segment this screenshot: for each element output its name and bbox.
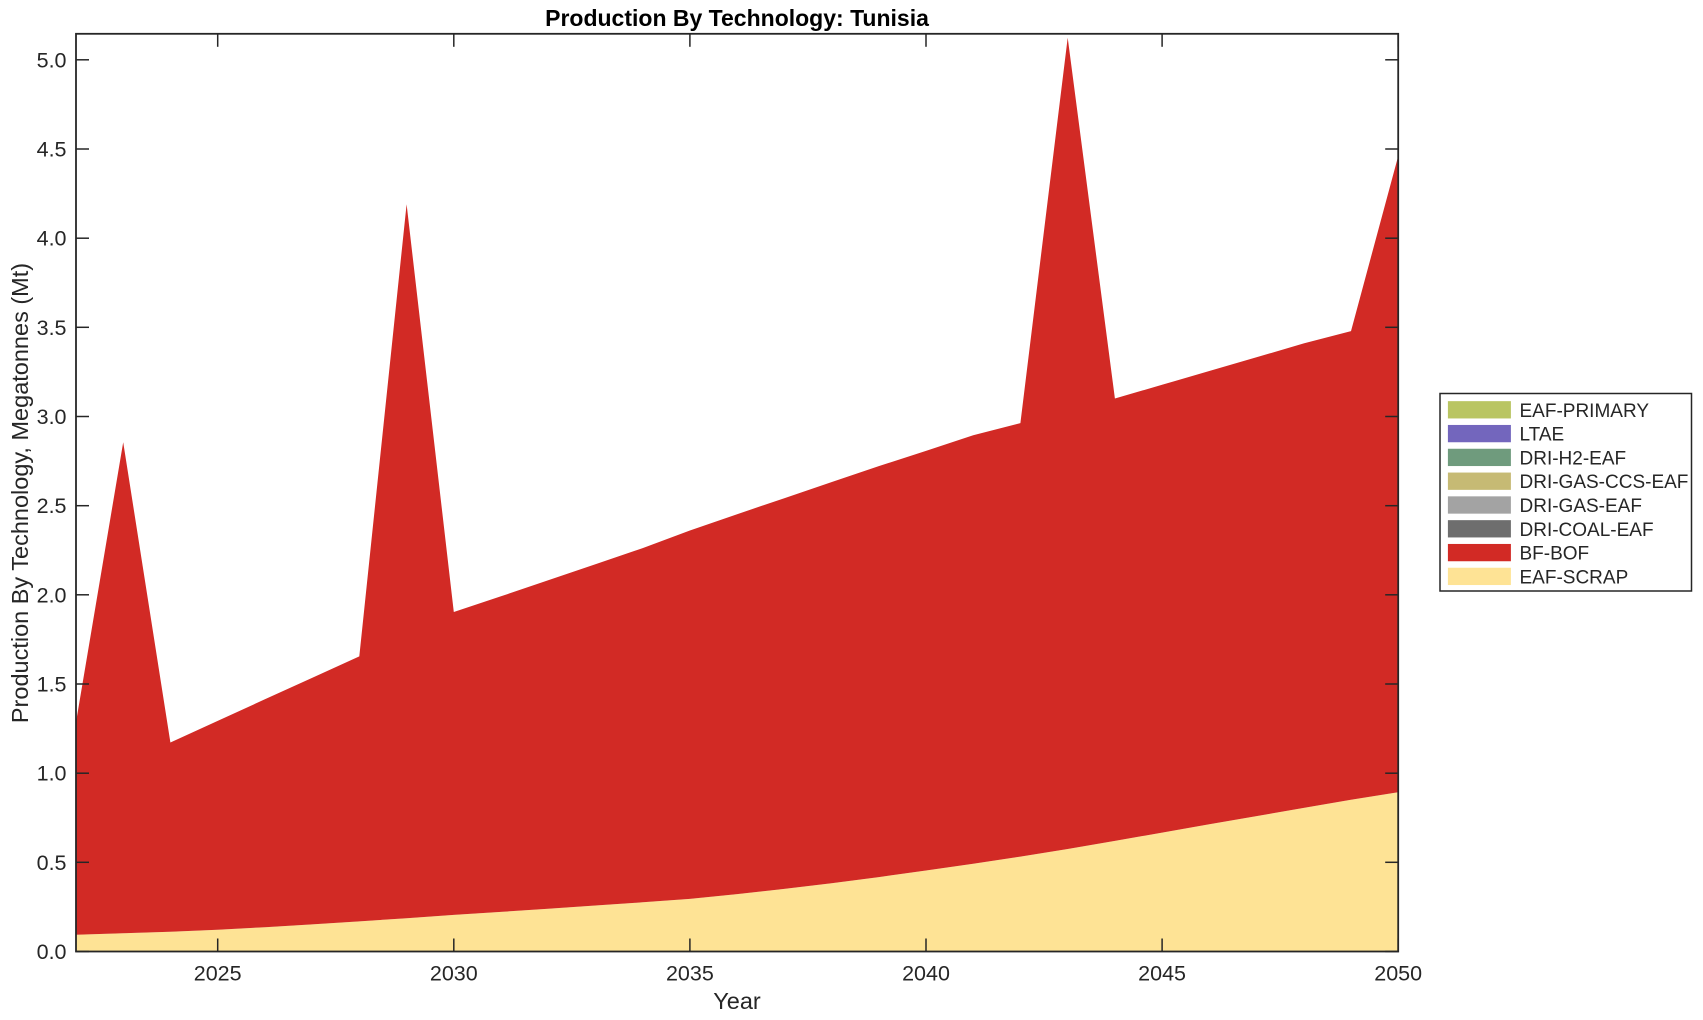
svg-text:BF-BOF: BF-BOF bbox=[1520, 544, 1590, 565]
svg-text:3.0: 3.0 bbox=[37, 405, 67, 429]
svg-text:2035: 2035 bbox=[666, 962, 714, 986]
svg-text:0.5: 0.5 bbox=[37, 851, 67, 875]
svg-text:2025: 2025 bbox=[194, 962, 242, 986]
svg-text:2040: 2040 bbox=[902, 962, 950, 986]
svg-text:2030: 2030 bbox=[430, 962, 478, 986]
svg-text:DRI-COAL-EAF: DRI-COAL-EAF bbox=[1520, 520, 1654, 541]
svg-text:4.0: 4.0 bbox=[37, 227, 67, 251]
svg-text:Year: Year bbox=[713, 988, 761, 1014]
svg-text:Production By Technology, Mega: Production By Technology, Megatonnes (Mt… bbox=[7, 263, 33, 723]
svg-text:DRI-GAS-CCS-EAF: DRI-GAS-CCS-EAF bbox=[1520, 472, 1689, 493]
svg-text:5.0: 5.0 bbox=[37, 48, 67, 72]
svg-text:2050: 2050 bbox=[1374, 962, 1422, 986]
svg-text:0.0: 0.0 bbox=[37, 940, 67, 964]
svg-text:2.0: 2.0 bbox=[37, 583, 67, 607]
svg-text:DRI-GAS-EAF: DRI-GAS-EAF bbox=[1520, 496, 1642, 517]
svg-text:4.5: 4.5 bbox=[37, 138, 67, 162]
svg-text:2045: 2045 bbox=[1138, 962, 1186, 986]
svg-text:DRI-H2-EAF: DRI-H2-EAF bbox=[1520, 448, 1627, 469]
svg-text:LTAE: LTAE bbox=[1520, 425, 1565, 446]
svg-text:EAF-SCRAP: EAF-SCRAP bbox=[1520, 567, 1629, 588]
svg-text:2.5: 2.5 bbox=[37, 494, 67, 518]
svg-text:3.5: 3.5 bbox=[37, 316, 67, 340]
svg-text:EAF-PRIMARY: EAF-PRIMARY bbox=[1520, 401, 1650, 422]
svg-text:1.5: 1.5 bbox=[37, 673, 67, 697]
svg-text:Production By Technology: Tuni: Production By Technology: Tunisia bbox=[545, 5, 929, 31]
svg-text:1.0: 1.0 bbox=[37, 762, 67, 786]
